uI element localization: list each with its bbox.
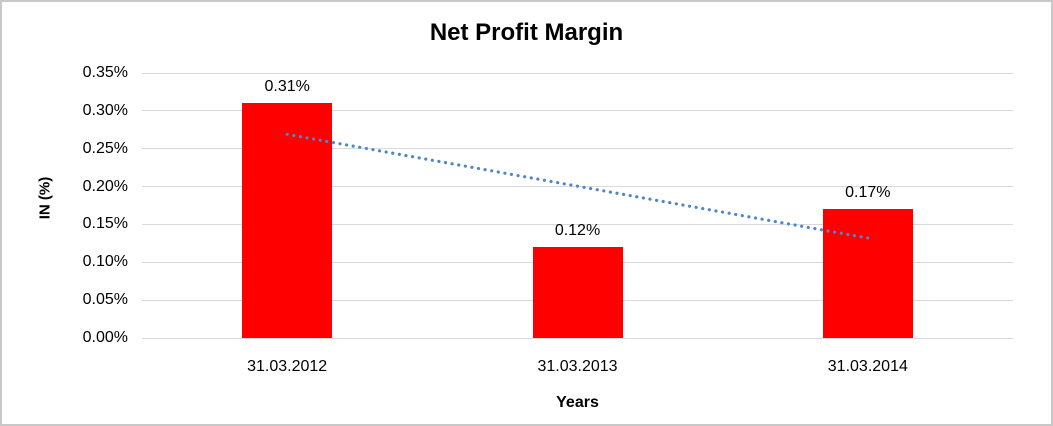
bar-31.03.2013 <box>532 247 623 338</box>
y-axis-tick-label: 0.05% <box>82 291 128 309</box>
gridline <box>142 337 1013 339</box>
plot-area <box>142 72 1013 339</box>
y-axis-tick-label: 0.10% <box>82 253 128 271</box>
trendline-dotted-line <box>285 132 870 240</box>
category-label: 31.03.2014 <box>827 358 908 375</box>
gridline <box>142 148 1013 150</box>
y-axis-tick-label: 0.25% <box>82 139 128 157</box>
y-axis-tick-label: 0.35% <box>82 64 128 81</box>
gridline <box>142 223 1013 225</box>
category-label: 31.03.2013 <box>537 358 618 375</box>
y-axis-tick-label: 0.20% <box>82 177 128 195</box>
gridline <box>142 110 1013 112</box>
chart-title: Net Profit Margin <box>429 19 624 46</box>
bar-31.03.2012 <box>242 103 333 338</box>
x-axis-title: Years <box>556 394 599 411</box>
trendline <box>285 132 870 240</box>
y-axis-tick-label: 0.00% <box>82 329 128 346</box>
data-label: 0.12% <box>554 222 601 240</box>
data-label: 0.17% <box>845 184 891 202</box>
data-label: 0.31% <box>264 78 310 96</box>
category-label: 31.03.2012 <box>247 358 328 375</box>
gridline <box>142 72 1013 74</box>
bar-31.03.2014 <box>822 209 913 338</box>
y-axis-tick-label: 0.30% <box>82 101 128 119</box>
y-axis-tick-label: 0.15% <box>82 215 128 233</box>
